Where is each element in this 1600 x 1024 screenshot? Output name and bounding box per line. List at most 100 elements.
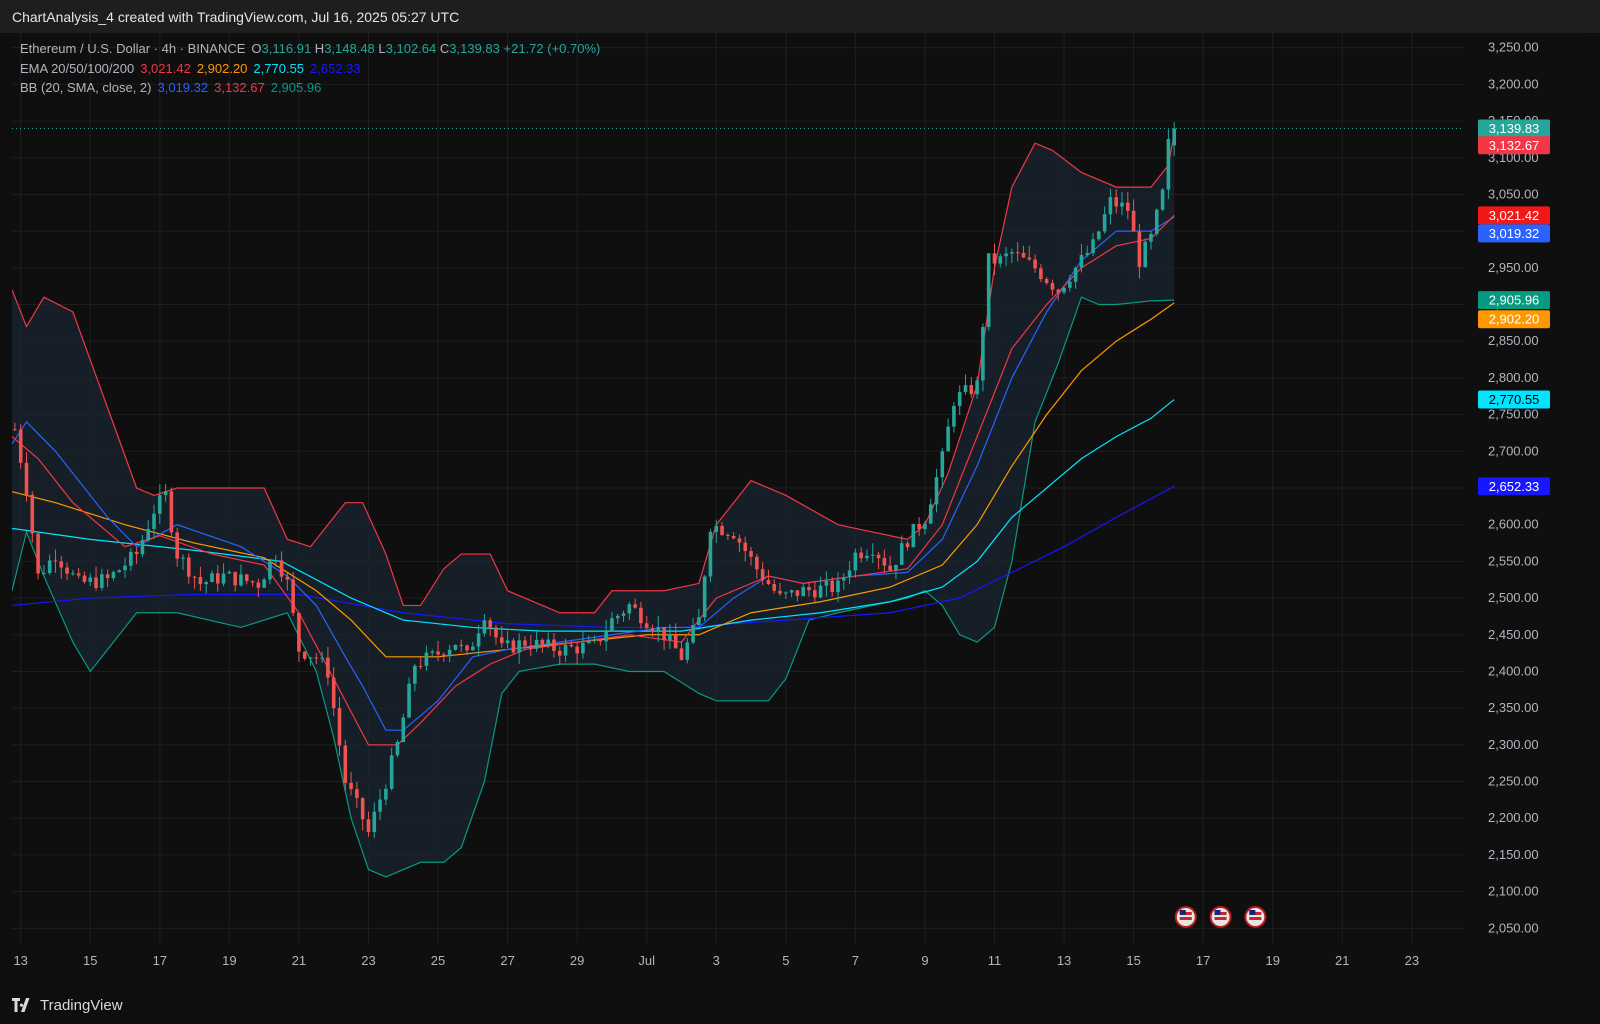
candle-body — [233, 571, 237, 586]
candle-body — [760, 569, 765, 581]
candle-body — [581, 642, 585, 654]
legend-ema100-value: 2,770.55 — [253, 60, 305, 76]
bb-basis-tag-bg — [1478, 224, 1550, 243]
candle-body — [488, 620, 493, 628]
candle-body — [557, 650, 562, 656]
legend-ema-row[interactable]: EMA 20/50/100/200 3,021.42 2,902.20 2,77… — [20, 59, 600, 79]
candle-body — [784, 592, 788, 594]
candle-body — [981, 326, 985, 381]
flag-canton — [1214, 910, 1221, 915]
candle-body — [76, 573, 81, 576]
candle-body — [94, 577, 98, 588]
candle-body — [471, 646, 475, 651]
legend-symbol[interactable]: Ethereum / U.S. Dollar · 4h · BINANCE — [20, 41, 246, 56]
y-axis-tick-label: 2,050.00 — [1488, 920, 1539, 935]
x-axis-tick-label: 3 — [713, 953, 720, 968]
candle-body — [482, 620, 487, 634]
bollinger-basis-line — [12, 216, 1175, 731]
candle-body — [453, 644, 458, 650]
legend-open-label: O — [251, 41, 262, 56]
candle-body — [772, 584, 777, 591]
candle-body — [65, 567, 69, 574]
candle-body — [291, 579, 295, 613]
candle-body — [841, 577, 846, 581]
candle-body — [239, 574, 243, 586]
candle-body — [215, 573, 220, 584]
candle-body — [650, 628, 655, 632]
ema200-tag: 2,652.33 — [1489, 479, 1540, 494]
candle-body — [1120, 202, 1124, 207]
candle-body — [343, 745, 348, 783]
candle-body — [1056, 289, 1061, 293]
candle-body — [668, 634, 672, 641]
legend-bb-basis-value: 3,019.32 — [157, 80, 209, 95]
candle-body — [465, 645, 469, 651]
candle-body — [1044, 279, 1049, 284]
candle-body — [673, 634, 678, 649]
candle-body — [355, 789, 359, 799]
x-axis-tick-label: 23 — [361, 953, 375, 968]
candle-body — [71, 573, 75, 575]
candle-body — [818, 585, 823, 598]
legend-bb-row[interactable]: BB (20, SMA, close, 2) 3,019.32 3,132.67… — [20, 78, 600, 98]
candle-body — [1160, 189, 1165, 210]
bb-lower-tag-bg — [1478, 291, 1550, 310]
candle-body — [731, 535, 736, 539]
candle-body — [117, 570, 122, 573]
candle-body — [662, 627, 666, 641]
candle-body — [36, 533, 40, 574]
candle-body — [499, 637, 504, 644]
candle-body — [940, 451, 945, 478]
candle-body — [998, 256, 1003, 264]
candle-body — [575, 646, 579, 654]
candle-body — [181, 557, 185, 559]
y-axis-tick-label: 2,750.00 — [1488, 407, 1539, 422]
candle-body — [934, 477, 939, 505]
footer: TradingView — [0, 986, 1600, 1024]
chart-area[interactable]: 2,050.00 2,100.00 2,150.00 2,200.00 2,250.00… — [12, 33, 1588, 986]
candle-body — [175, 532, 179, 559]
y-axis-tick-label: 2,550.00 — [1488, 553, 1539, 568]
candle-body — [285, 576, 290, 580]
candle-body — [888, 565, 892, 571]
candle-body — [1073, 267, 1078, 282]
candle-body — [111, 572, 116, 579]
legend-ema20-value: 3,021.42 — [140, 60, 191, 76]
legend-high-value: 3,148.48 — [324, 41, 375, 56]
candle-body — [297, 612, 301, 652]
x-axis-tick-label: 11 — [988, 953, 1002, 968]
candle-body — [163, 491, 168, 496]
candle-body — [1154, 209, 1159, 234]
candle-body — [494, 627, 498, 638]
candle-body — [169, 491, 174, 533]
chart-header: ChartAnalysis_4 created with TradingView… — [0, 0, 1600, 33]
price-chart[interactable]: 2,050.00 2,100.00 2,150.00 2,200.00 2,250.00… — [12, 33, 1588, 986]
candle-body — [917, 523, 921, 530]
ema20-tag: 3,021.42 — [1489, 208, 1540, 223]
ema20-tag-bg — [1478, 206, 1550, 225]
legend-low-value: 3,102.64 — [385, 41, 437, 56]
candle-body — [447, 649, 452, 657]
bollinger-upper-line — [12, 133, 1175, 614]
candle-body — [244, 574, 249, 582]
x-axis-tick-label: 5 — [782, 953, 789, 968]
ema100-tag-bg — [1478, 390, 1550, 409]
candle-body — [679, 648, 684, 660]
y-axis-tick-label: 2,250.00 — [1488, 774, 1539, 789]
candle-body — [53, 560, 58, 562]
candle-body — [1143, 241, 1147, 268]
candle-body — [476, 633, 481, 647]
candle-body — [986, 253, 991, 327]
candle-body — [1079, 255, 1084, 268]
candle-body — [407, 683, 411, 718]
candle-body — [610, 618, 614, 632]
candle-body — [859, 552, 863, 559]
candle-body — [813, 590, 817, 598]
candle-body — [302, 651, 307, 659]
y-axis-tick-label: 3,050.00 — [1488, 186, 1539, 201]
candle-body — [1021, 252, 1026, 258]
legend-ema50-value: 2,902.20 — [196, 60, 248, 76]
tradingview-logo[interactable]: TradingView — [12, 997, 123, 1014]
candle-body — [511, 640, 516, 653]
candle-body — [129, 551, 133, 566]
